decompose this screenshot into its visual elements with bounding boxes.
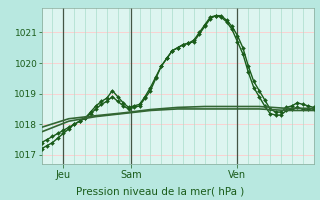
Text: Pression niveau de la mer( hPa ): Pression niveau de la mer( hPa ): [76, 186, 244, 196]
